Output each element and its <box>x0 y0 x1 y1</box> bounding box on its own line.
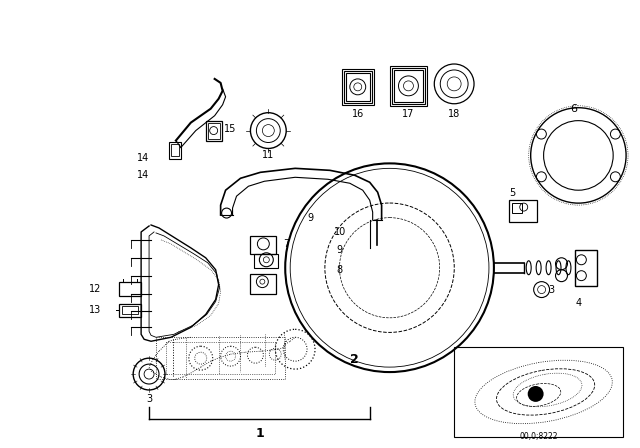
Text: 8: 8 <box>337 265 343 275</box>
Text: 6: 6 <box>570 104 577 114</box>
Text: 7: 7 <box>283 239 289 249</box>
Bar <box>390 66 428 106</box>
Bar <box>119 282 141 296</box>
Bar <box>250 236 276 254</box>
Text: 1: 1 <box>256 427 265 440</box>
Text: 2: 2 <box>351 353 359 366</box>
Text: 15: 15 <box>225 124 237 134</box>
Text: 11: 11 <box>262 151 275 160</box>
Bar <box>250 274 276 293</box>
Text: 5: 5 <box>509 188 515 198</box>
Bar <box>342 69 374 105</box>
Text: 13: 13 <box>89 306 101 315</box>
Text: 3: 3 <box>146 394 152 404</box>
Bar <box>509 200 537 222</box>
Bar <box>454 347 623 437</box>
Text: 00,0;8222: 00,0;8222 <box>520 432 558 441</box>
Bar <box>512 203 522 213</box>
Bar <box>255 254 278 268</box>
Bar <box>394 70 423 102</box>
Bar <box>156 337 285 379</box>
Text: 18: 18 <box>448 109 460 119</box>
Text: 12: 12 <box>89 284 101 293</box>
Bar <box>346 73 370 101</box>
Text: 4: 4 <box>575 297 582 307</box>
Bar <box>122 306 138 314</box>
Bar <box>169 142 181 159</box>
Bar <box>171 145 179 156</box>
Text: 10: 10 <box>333 227 346 237</box>
Bar <box>208 123 220 138</box>
Text: 3: 3 <box>548 284 555 295</box>
Text: 17: 17 <box>403 109 415 119</box>
Circle shape <box>528 386 543 402</box>
Bar <box>344 71 372 103</box>
Bar <box>166 342 275 374</box>
Text: 14: 14 <box>137 153 149 164</box>
Text: 9: 9 <box>307 213 313 223</box>
Text: 16: 16 <box>351 109 364 119</box>
Bar <box>392 68 426 104</box>
Text: 14: 14 <box>137 170 149 180</box>
Bar <box>205 121 221 141</box>
Bar <box>119 303 141 318</box>
Text: 9: 9 <box>337 245 343 255</box>
Bar <box>575 250 597 286</box>
